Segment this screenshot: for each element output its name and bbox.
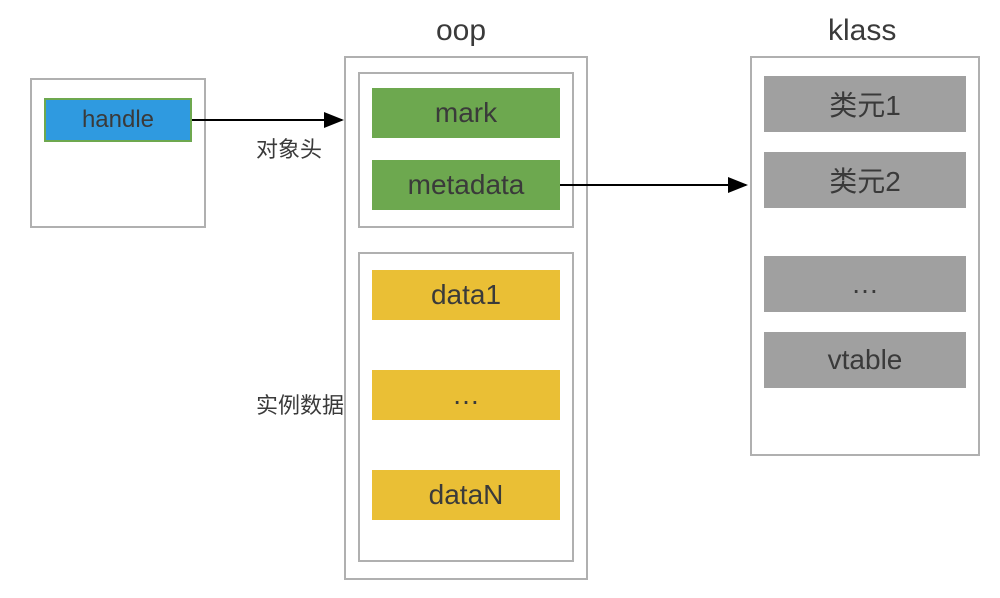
arrow-metadata-to-klass (0, 0, 1000, 598)
